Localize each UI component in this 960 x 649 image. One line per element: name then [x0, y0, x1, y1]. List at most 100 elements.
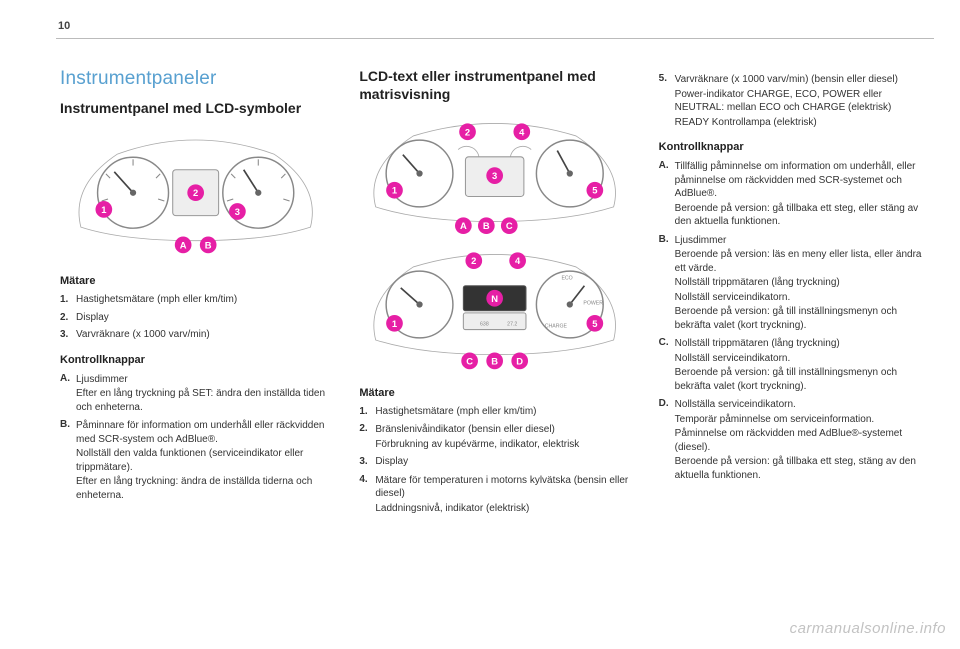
page-number: 10 [58, 20, 70, 32]
marker: 5. [659, 72, 675, 129]
item-body: Ljusdimmer Efter en lång tryckning på SE… [76, 372, 331, 415]
col3-kontroll-heading: Kontrollknappar [659, 141, 930, 153]
list-item: B. Påminnare för information om underhål… [60, 418, 331, 502]
line: Tillfällig påminnelse om information om … [675, 160, 930, 201]
marker: B. [659, 233, 675, 333]
figure-lcd-symbols: 1 2 3 A B [60, 128, 331, 264]
list-item: 2.Display [60, 311, 331, 325]
line: Förbrukning av kupévärme, indikator, ele… [375, 438, 630, 452]
line: Nollställa serviceindikatorn. [675, 398, 930, 412]
callout: 2 [465, 126, 470, 137]
list-item: 5. Varvräknare (x 1000 varv/min) (bensin… [659, 72, 930, 129]
list-item: C. Nollställ trippmätaren (lång trycknin… [659, 336, 930, 393]
callout: 5 [593, 185, 598, 196]
marker: A. [60, 372, 76, 415]
marker: 1. [359, 405, 375, 419]
marker: 2. [60, 311, 76, 325]
item-text: Varvräknare (x 1000 varv/min) [76, 328, 331, 342]
item-body: Varvräknare (x 1000 varv/min) (bensin el… [675, 72, 930, 129]
line: Nollställ trippmätaren (lång tryckning) [675, 276, 930, 290]
svg-text:POWER: POWER [584, 301, 604, 307]
callout: 5 [593, 318, 598, 329]
list-item: 1.Hastighetsmätare (mph eller km/tim) [359, 405, 630, 419]
svg-text:ECO: ECO [562, 276, 573, 282]
line: Bränslenivåindikator (bensin eller diese… [375, 423, 630, 437]
callout-B: B [205, 239, 212, 250]
marker: A. [659, 159, 675, 229]
item-body: Bränslenivåindikator (bensin eller diese… [375, 422, 630, 451]
list-item: 4. Mätare för temperaturen i motorns kyl… [359, 473, 630, 516]
callout: 1 [392, 185, 397, 196]
col2-heading: LCD-text eller instrumentpanel med matri… [359, 68, 630, 103]
list-item: 3.Varvräknare (x 1000 varv/min) [60, 328, 331, 342]
line: Nollställ den valda funktionen (servicei… [76, 447, 331, 474]
line: Ljusdimmer [76, 373, 331, 387]
line: Nollställ trippmätaren (lång tryckning) [675, 337, 930, 351]
line: Påminnare för information om underhåll e… [76, 419, 331, 446]
item-text: Display [375, 455, 630, 469]
line: Beroende på version: läs en meny eller l… [675, 248, 930, 275]
col3-top-list: 5. Varvräknare (x 1000 varv/min) (bensin… [659, 72, 930, 129]
callout: C [506, 220, 513, 231]
callout-A: A [180, 239, 187, 250]
callout: A [460, 220, 467, 231]
section-title: Instrumentpaneler [60, 68, 331, 90]
columns: Instrumentpaneler Instrumentpanel med LC… [60, 18, 930, 519]
line: Laddningsnivå, indikator (elektrisk) [375, 502, 630, 516]
svg-text:27.2: 27.2 [508, 322, 518, 328]
column-1: Instrumentpaneler Instrumentpanel med LC… [60, 68, 331, 519]
list-item: 1.Hastighetsmätare (mph eller km/tim) [60, 293, 331, 307]
line: Beroende på version: gå tillbaka ett ste… [675, 455, 930, 482]
callout: C [467, 356, 474, 367]
marker: 3. [60, 328, 76, 342]
col2-matare-heading: Mätare [359, 387, 630, 399]
line: Mätare för temperaturen i motorns kylvät… [375, 474, 630, 501]
marker: D. [659, 397, 675, 482]
figure-matrix-top: 1 2 3 4 5 A B C [359, 113, 630, 238]
figure-matrix-bottom: ECO POWER CHARGE 638 27.2 1 2 N 4 5 [359, 244, 630, 374]
column-2: LCD-text eller instrumentpanel med matri… [359, 68, 630, 519]
list-item: D. Nollställa serviceindikatorn. Temporä… [659, 397, 930, 482]
col1-matare-heading: Mätare [60, 275, 331, 287]
line: Nollställ serviceindikatorn. [675, 291, 930, 305]
col1-kontroll-heading: Kontrollknappar [60, 354, 331, 366]
item-body: Tillfällig påminnelse om information om … [675, 159, 930, 229]
marker: 1. [60, 293, 76, 307]
col1-control-list: A. Ljusdimmer Efter en lång tryckning på… [60, 372, 331, 503]
item-text: Display [76, 311, 331, 325]
line: Beroende på version: gå till inställning… [675, 366, 930, 393]
line: READY Kontrollampa (elektrisk) [675, 116, 930, 130]
line: Power-indikator CHARGE, ECO, POWER eller… [675, 88, 930, 115]
page: 10 Instrumentpaneler Instrumentpanel med… [0, 0, 960, 649]
line: Nollställ serviceindikatorn. [675, 352, 930, 366]
callout: D [517, 356, 524, 367]
marker: 3. [359, 455, 375, 469]
callout: 4 [515, 255, 521, 266]
column-3: 5. Varvräknare (x 1000 varv/min) (bensin… [659, 68, 930, 519]
list-item: 2. Bränslenivåindikator (bensin eller di… [359, 422, 630, 451]
line: Efter en lång tryckning: ändra de instäl… [76, 475, 331, 502]
callout: 4 [520, 126, 526, 137]
item-text: Hastighetsmätare (mph eller km/tim) [375, 405, 630, 419]
callout-2: 2 [193, 187, 198, 198]
callout: N [492, 293, 499, 304]
col1-gauge-list: 1.Hastighetsmätare (mph eller km/tim) 2.… [60, 293, 331, 342]
item-body: Nollställa serviceindikatorn. Temporär p… [675, 397, 930, 482]
top-rule [56, 38, 934, 39]
svg-text:638: 638 [480, 322, 489, 328]
item-body: Ljusdimmer Beroende på version: läs en m… [675, 233, 930, 333]
svg-text:CHARGE: CHARGE [545, 324, 568, 330]
col1-heading: Instrumentpanel med LCD-symboler [60, 100, 331, 118]
item-text: Hastighetsmätare (mph eller km/tim) [76, 293, 331, 307]
callout: 1 [392, 318, 397, 329]
watermark: carmanualsonline.info [790, 620, 946, 637]
callout-3: 3 [235, 205, 240, 216]
callout: 3 [492, 170, 497, 181]
marker: 4. [359, 473, 375, 516]
marker: C. [659, 336, 675, 393]
list-item: A. Ljusdimmer Efter en lång tryckning på… [60, 372, 331, 415]
line: Temporär påminnelse om serviceinformatio… [675, 413, 930, 427]
col3-control-list: A. Tillfällig påminnelse om information … [659, 159, 930, 482]
col2-gauge-list: 1.Hastighetsmätare (mph eller km/tim) 2.… [359, 405, 630, 516]
line: Påminnelse om räckvidden med AdBlue®-sys… [675, 427, 930, 454]
